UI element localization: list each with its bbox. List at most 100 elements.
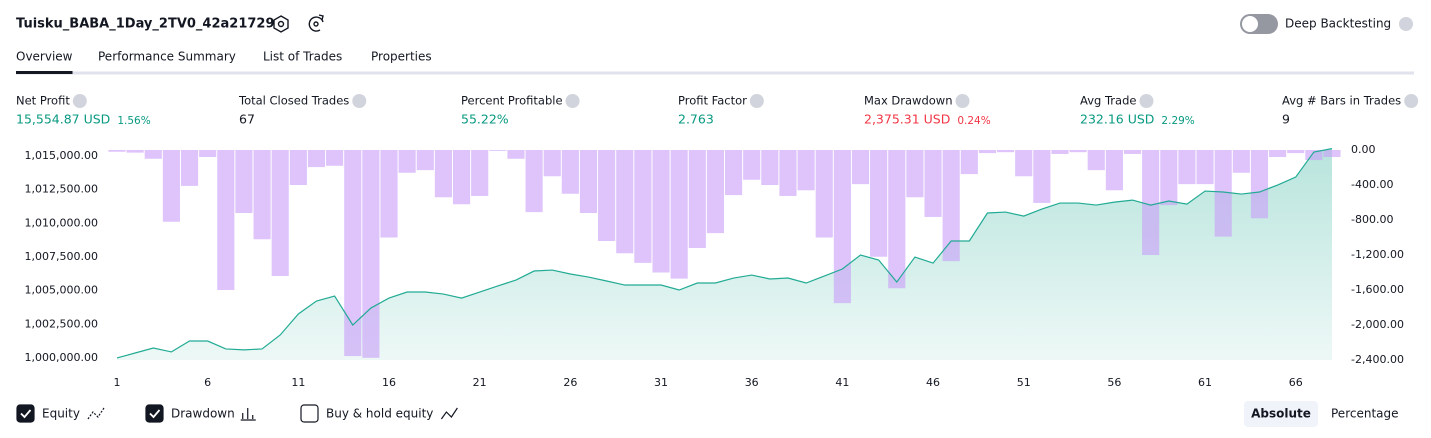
toggle-knob bbox=[1242, 16, 1258, 32]
metric-value: 67 bbox=[239, 112, 255, 127]
x-tick-label: 26 bbox=[563, 376, 577, 389]
metric-value: 15,554.87 USD bbox=[16, 112, 110, 127]
checkmark bbox=[149, 409, 161, 419]
refresh-icon[interactable] bbox=[308, 14, 324, 32]
metric-label: Max Drawdown bbox=[864, 94, 953, 108]
drawdown-bar bbox=[598, 150, 616, 242]
info-icon[interactable] bbox=[1139, 94, 1154, 108]
drawdown-bar bbox=[362, 150, 380, 358]
legend-label: Drawdown bbox=[171, 407, 235, 421]
checkbox[interactable] bbox=[16, 404, 35, 423]
drawdown-bar bbox=[326, 150, 344, 166]
drawdown-bar bbox=[942, 150, 960, 262]
metric-label: Profit Factor bbox=[678, 94, 747, 108]
tab[interactable]: Overview bbox=[16, 50, 73, 64]
drawdown-bar bbox=[398, 150, 416, 173]
metric-value: 2,375.31 USD bbox=[864, 112, 950, 127]
drawdown-bar bbox=[779, 150, 797, 196]
x-tick-label: 66 bbox=[1289, 376, 1303, 389]
y2-tick-label: -2,400.00 bbox=[1351, 353, 1404, 366]
y-tick-label: 1,007,500.00 bbox=[25, 250, 98, 263]
info-icon[interactable] bbox=[352, 94, 367, 108]
y-tick-label: 1,000,000.00 bbox=[25, 351, 98, 364]
metric-label: Net Profit bbox=[16, 94, 70, 108]
scale-button-bg bbox=[1244, 401, 1318, 427]
drawdown-bar bbox=[725, 150, 743, 196]
drawdown-bar bbox=[924, 150, 942, 217]
drawdown-bar bbox=[1033, 150, 1051, 203]
drawdown-bar bbox=[543, 150, 561, 177]
drawdown-bar bbox=[978, 150, 997, 154]
drawdown-bar bbox=[906, 150, 924, 198]
scale-button[interactable]: Absolute bbox=[1251, 407, 1311, 421]
x-tick-label: 21 bbox=[473, 376, 487, 389]
drawdown-bar bbox=[289, 150, 307, 186]
drawdown-bar bbox=[108, 150, 126, 152]
checkbox[interactable] bbox=[145, 404, 164, 423]
drawdown-bar bbox=[253, 150, 271, 240]
drawdown-bar bbox=[162, 150, 180, 222]
info-icon[interactable] bbox=[749, 94, 764, 108]
drawdown-bar bbox=[126, 150, 144, 153]
metric-label: Total Closed Trades bbox=[238, 94, 349, 108]
info-icon[interactable] bbox=[1404, 94, 1419, 108]
y-tick-label: 1,015,000.00 bbox=[25, 149, 98, 162]
y2-tick-label: 0.00 bbox=[1351, 143, 1376, 156]
metric-label: Avg # Bars in Trades bbox=[1282, 94, 1401, 108]
help-icon[interactable] bbox=[1399, 17, 1413, 31]
drawdown-bar bbox=[743, 150, 761, 180]
metric-value: 232.16 USD bbox=[1080, 112, 1154, 127]
drawdown-bar bbox=[870, 150, 888, 257]
tab[interactable]: Properties bbox=[371, 50, 432, 64]
drawdown-bar bbox=[851, 150, 870, 185]
x-tick-label: 16 bbox=[382, 376, 396, 389]
y-tick-label: 1,002,500.00 bbox=[25, 317, 98, 330]
drawdown-bar bbox=[1051, 150, 1069, 154]
toggle-label: Deep Backtesting bbox=[1285, 17, 1391, 31]
x-tick-label: 41 bbox=[835, 376, 849, 389]
drawdown-bar bbox=[761, 150, 779, 186]
drawdown-bar bbox=[489, 150, 507, 151]
scale-button[interactable]: Percentage bbox=[1331, 407, 1399, 421]
drawdown-bar bbox=[797, 150, 815, 191]
tab[interactable]: Performance Summary bbox=[98, 50, 236, 64]
drawdown-bar bbox=[833, 150, 851, 304]
settings-icon[interactable] bbox=[273, 15, 289, 33]
drawdown-bar bbox=[452, 150, 471, 205]
drawdown-bar bbox=[579, 150, 598, 214]
y2-tick-label: -800.00 bbox=[1351, 213, 1393, 226]
drawdown-bar bbox=[1305, 150, 1323, 161]
info-icon[interactable] bbox=[955, 94, 970, 108]
x-tick-label: 61 bbox=[1198, 376, 1212, 389]
drawdown-bar bbox=[235, 150, 253, 214]
drawdown-bar bbox=[1123, 150, 1142, 154]
x-tick-label: 46 bbox=[926, 376, 940, 389]
drawdown-bar bbox=[1196, 150, 1214, 185]
y2-tick-label: -2,000.00 bbox=[1351, 318, 1404, 331]
drawdown-bar bbox=[307, 150, 326, 168]
drawdown-bar bbox=[1105, 150, 1123, 191]
metric-value: 2.763 bbox=[678, 112, 714, 127]
tab[interactable]: List of Trades bbox=[263, 50, 342, 64]
x-tick-label: 1 bbox=[114, 376, 121, 389]
drawdown-bar bbox=[688, 150, 706, 249]
metric-change: 2.29% bbox=[1161, 115, 1194, 127]
info-icon[interactable] bbox=[72, 94, 87, 108]
checkbox[interactable] bbox=[300, 404, 319, 423]
y2-tick-label: -1,200.00 bbox=[1351, 248, 1404, 261]
drawdown-bar bbox=[888, 150, 906, 289]
drawdown-bar bbox=[1160, 150, 1178, 206]
drawdown-bar bbox=[1015, 150, 1033, 177]
info-icon[interactable] bbox=[565, 94, 580, 108]
metric-label: Avg Trade bbox=[1080, 94, 1136, 108]
y-tick-label: 1,005,000.00 bbox=[25, 284, 98, 297]
legend-label: Equity bbox=[42, 407, 80, 421]
drawdown-bar bbox=[1178, 150, 1196, 185]
legend-icon bbox=[240, 408, 256, 421]
drawdown-bar bbox=[1287, 150, 1305, 154]
y2-tick-label: -400.00 bbox=[1351, 178, 1393, 191]
drawdown-bar bbox=[507, 150, 525, 159]
drawdown-bar bbox=[434, 150, 452, 198]
drawdown-bar bbox=[1069, 150, 1087, 153]
